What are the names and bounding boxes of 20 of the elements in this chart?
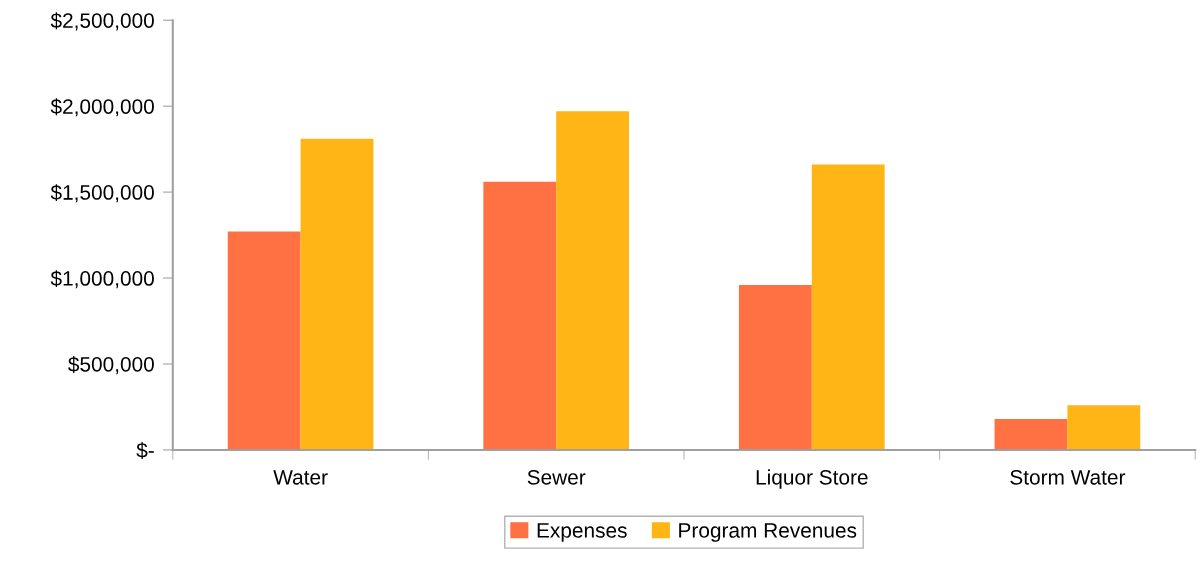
x-tick-label: Liquor Store <box>756 469 868 489</box>
bar <box>483 181 557 450</box>
y-tick-label: $500,000 <box>68 356 154 375</box>
bar <box>738 284 812 450</box>
y-tick-label: $2,000,000 <box>50 98 154 117</box>
x-tick-label: Water <box>273 470 328 485</box>
bar <box>556 111 630 450</box>
y-tick-label: $- <box>136 442 154 459</box>
x-tick-label: Sewer <box>527 469 586 485</box>
bar <box>227 231 301 450</box>
bar <box>300 138 374 450</box>
legend-label: Program Revenues <box>679 523 857 542</box>
y-tick-label: $1,500,000 <box>50 184 154 203</box>
y-tick-label: $1,000,000 <box>50 270 154 289</box>
y-tick-label: $2,500,000 <box>50 12 154 31</box>
bar <box>811 164 885 450</box>
x-tick-label: Storm Water <box>1010 469 1126 485</box>
legend-label: Expenses <box>537 523 627 542</box>
bar <box>994 418 1068 450</box>
bar <box>1067 405 1141 450</box>
